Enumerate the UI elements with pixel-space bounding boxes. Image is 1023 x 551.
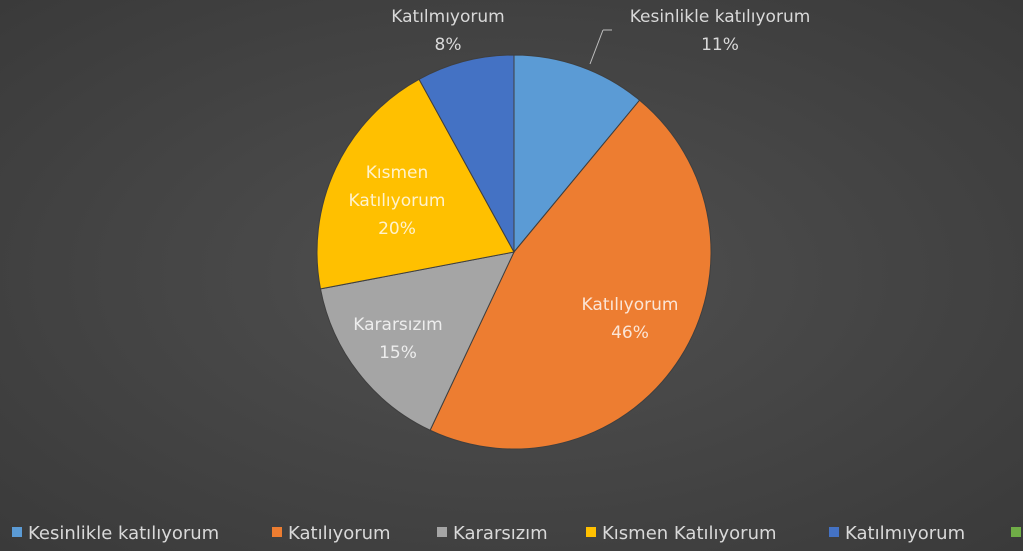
pie-slice <box>429 99 712 450</box>
data-label-name: Kararsızım <box>353 315 443 335</box>
legend-label: Katılıyorum <box>288 523 391 544</box>
legend-item: Katılıyorum <box>272 523 391 544</box>
legend-swatch <box>437 527 447 537</box>
legend-swatch <box>586 527 596 537</box>
legend-item: Kesinlikle katılıyorum <box>12 523 219 544</box>
data-label-name: Katılıyorum <box>581 295 679 315</box>
legend-label: Kararsızım <box>453 523 548 544</box>
data-label-name: Katılmıyorum <box>391 7 505 27</box>
legend-swatch <box>272 527 282 537</box>
data-label-name: Kısmen Katılıyorum <box>348 163 446 211</box>
legend-item: Kararsızım <box>437 523 548 544</box>
data-label: Katılıyorum 46% <box>550 291 710 347</box>
legend-item: Kısmen Katılıyorum <box>586 523 777 544</box>
legend-item: Katılmıyorum <box>829 523 965 544</box>
pie-slice <box>319 251 515 431</box>
leader-line <box>589 29 604 65</box>
data-label: Kararsızım 15% <box>328 311 468 367</box>
legend-swatch <box>829 527 839 537</box>
legend-label: Kısmen Katılıyorum <box>602 523 777 544</box>
data-label-value: 20% <box>378 219 416 239</box>
pie-slice <box>316 78 515 290</box>
legend-swatch <box>12 527 22 537</box>
data-label-value: 46% <box>611 323 649 343</box>
legend-item <box>1011 523 1023 544</box>
data-label-value: 8% <box>434 35 462 55</box>
data-label-value: 15% <box>379 343 417 363</box>
legend-label: Katılmıyorum <box>845 523 966 544</box>
data-label-value: 11% <box>701 35 739 55</box>
data-label: Kesinlikle katılıyorum 11% <box>605 3 835 59</box>
legend-label: Kesinlikle katılıyorum <box>28 523 220 544</box>
pie-slice <box>418 54 515 253</box>
data-label: Katılmıyorum 8% <box>368 3 528 59</box>
data-label-name: Kesinlikle katılıyorum <box>629 7 811 27</box>
pie-slice <box>513 54 641 254</box>
data-label: Kısmen Katılıyorum 20% <box>342 159 452 243</box>
